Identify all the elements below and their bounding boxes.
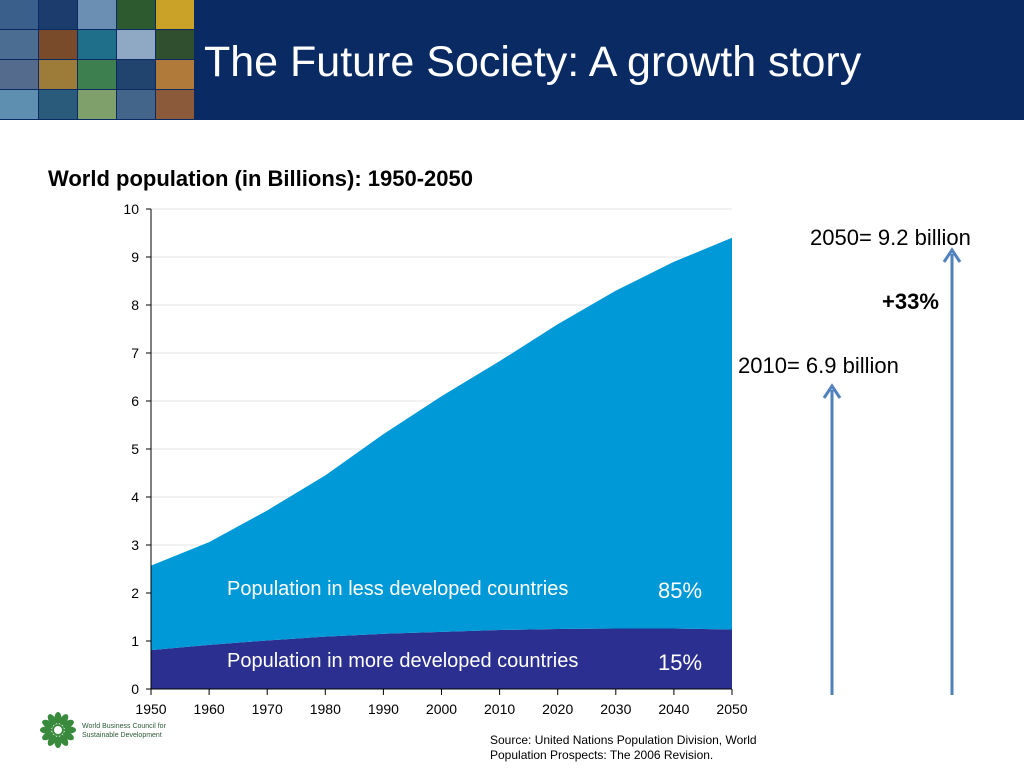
y-tick-label: 1 <box>131 633 139 649</box>
mosaic-tile <box>156 60 194 89</box>
mosaic-tile <box>39 90 77 119</box>
arrow-2050-head <box>942 247 962 263</box>
mosaic-tile <box>0 30 38 59</box>
y-tick-label: 5 <box>131 441 139 457</box>
area-series-less-developed <box>151 237 732 651</box>
slide-header: The Future Society: A growth story <box>0 0 1024 120</box>
x-tick-label: 1970 <box>252 701 283 717</box>
x-tick-label: 2030 <box>600 701 631 717</box>
x-tick-label: 1960 <box>194 701 225 717</box>
y-tick-label: 6 <box>131 393 139 409</box>
x-tick-label: 1950 <box>135 701 166 717</box>
annotation-2050: 2050= 9.2 billion <box>810 225 971 250</box>
logo-text-line1: World Business Council for <box>82 723 166 730</box>
logo-text-line2: Sustainable Development <box>82 732 162 739</box>
x-tick-label: 2040 <box>658 701 689 717</box>
mosaic-tile <box>117 0 155 29</box>
y-tick-label: 4 <box>131 489 139 505</box>
logo-petal <box>54 712 62 724</box>
series-label-less-developed: Population in less developed countries <box>227 578 568 600</box>
y-tick-label: 3 <box>131 537 139 553</box>
mosaic-tile <box>78 60 116 89</box>
y-tick-label: 2 <box>131 585 139 601</box>
mosaic-tile <box>156 90 194 119</box>
mosaic-tile <box>78 90 116 119</box>
mosaic-tile <box>0 0 38 29</box>
logo-petal <box>62 719 74 729</box>
wbcsd-logo-text: World Business Council for Sustainable D… <box>82 722 166 740</box>
area-series-more-developed <box>151 628 732 689</box>
y-tick-label: 8 <box>131 297 139 313</box>
slide-title: The Future Society: A growth story <box>204 38 862 86</box>
x-tick-label: 1980 <box>310 701 341 717</box>
annotation-growth: +33% <box>882 289 939 314</box>
mosaic-tile <box>0 60 38 89</box>
y-tick-label: 7 <box>131 345 139 361</box>
photo-mosaic <box>0 0 196 120</box>
wbcsd-flower-icon <box>40 712 76 748</box>
logo-petal <box>42 731 54 741</box>
x-tick-label: 2020 <box>542 701 573 717</box>
logo-petal <box>40 726 52 734</box>
x-tick-label: 2010 <box>484 701 515 717</box>
mosaic-tile <box>39 60 77 89</box>
arrow-2010-head <box>822 383 842 399</box>
x-tick-label: 1990 <box>368 701 399 717</box>
logo-petal <box>59 734 69 746</box>
mosaic-tile <box>156 0 194 29</box>
mosaic-tile <box>78 0 116 29</box>
series-label-more-developed: Population in more developed countries <box>227 650 578 672</box>
mosaic-tile <box>117 60 155 89</box>
mosaic-tile <box>117 30 155 59</box>
y-tick-label: 0 <box>131 681 139 697</box>
y-tick-label: 10 <box>123 201 139 217</box>
share-label-more-developed: 15% <box>658 650 702 675</box>
x-tick-label: 2050 <box>716 701 747 717</box>
chart-title: World population (in Billions): 1950-205… <box>48 166 473 191</box>
mosaic-tile <box>78 30 116 59</box>
share-label-less-developed: 85% <box>658 578 702 603</box>
logo-petal <box>47 714 57 726</box>
mosaic-tile <box>39 30 77 59</box>
logo-petal <box>54 736 62 748</box>
mosaic-tile <box>117 90 155 119</box>
logo-petal <box>64 726 76 734</box>
x-tick-label: 2000 <box>426 701 457 717</box>
source-note: Source: United Nations Population Divisi… <box>490 733 757 762</box>
mosaic-tile <box>39 0 77 29</box>
wbcsd-logo: World Business Council for Sustainable D… <box>38 710 178 754</box>
y-tick-label: 9 <box>131 249 139 265</box>
mosaic-tile <box>156 30 194 59</box>
annotation-2010: 2010= 6.9 billion <box>738 353 899 378</box>
mosaic-tile <box>0 90 38 119</box>
